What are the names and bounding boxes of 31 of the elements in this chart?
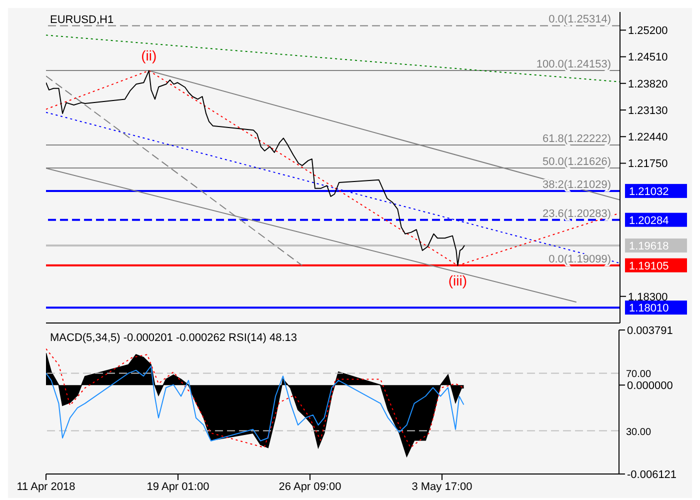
y2-tick-label: 70.00	[626, 369, 652, 380]
annotation: (ii)	[141, 48, 157, 64]
chart-title: EURUSD,H1	[50, 14, 114, 26]
x-tick-label: 11 Apr 2018	[16, 480, 76, 493]
ref-line-label: 1.19618	[629, 240, 669, 253]
annotation: 50.0(1.21626)	[542, 156, 611, 168]
ref-line-label: 1.19105	[629, 260, 669, 272]
chart-title: MACD(5,34,5) -0.000201 -0.000262 RSI(14) 48.13	[50, 332, 298, 344]
x-tick-label: 26 Apr 09:00	[278, 480, 342, 493]
ref-line-label: 1.20284	[629, 214, 669, 227]
annotation: (iii)	[448, 272, 468, 289]
annotation: 23.6(1.20283)	[542, 208, 611, 220]
y-tick-label: 1.24510	[628, 52, 668, 64]
y-tick-label: 1.25200	[628, 25, 668, 38]
y-tick-label: -0.006121	[627, 468, 677, 481]
x-tick-label: 19 Apr 01:00	[146, 480, 210, 493]
y-tick-label: 0.000000	[627, 380, 673, 392]
annotation: 0.0(1.25314)	[548, 14, 611, 26]
y-tick-label: 1.23130	[628, 104, 668, 117]
annotation: 0.0(1.19099)	[548, 254, 611, 266]
y-tick-label: 1.23820	[628, 78, 668, 90]
ref-line-label: 1.18010	[629, 302, 669, 315]
y-tick-label: 1.21750	[628, 158, 668, 170]
y2-tick-label: 30.00	[626, 426, 652, 438]
x-tick-label: 3 May 17:00	[412, 480, 472, 493]
y-tick-label: 1.22440	[628, 132, 668, 144]
ref-line-label: 1.21032	[629, 186, 669, 198]
y-tick-label: 1.18300	[628, 291, 668, 304]
y-tick-label: 0.003791	[627, 324, 673, 337]
annotation: 61.8(1.22222)	[542, 133, 611, 146]
annotation: 100.0(1.24153)	[536, 58, 611, 71]
